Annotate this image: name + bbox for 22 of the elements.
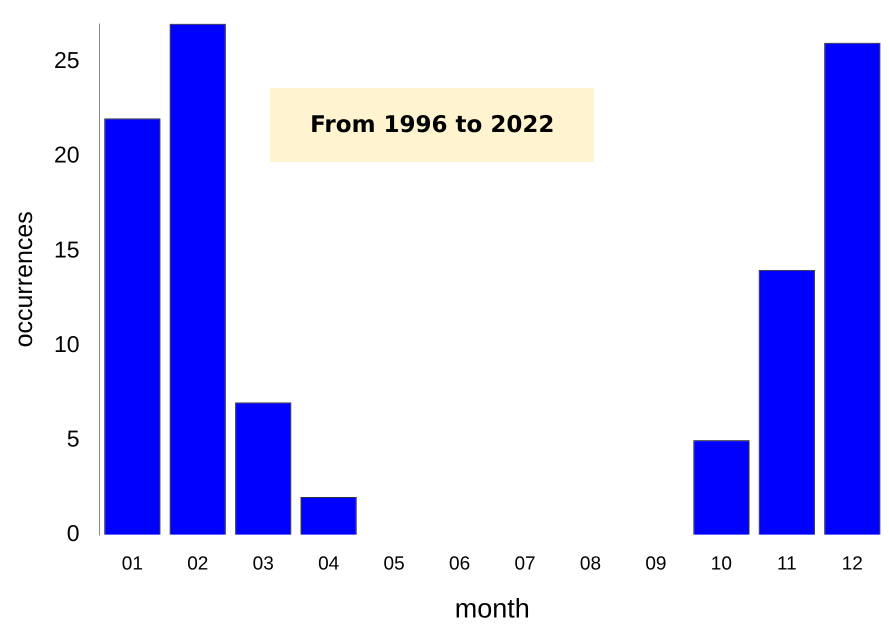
y-tick-label: 20	[54, 142, 80, 168]
x-tick-label: 12	[842, 553, 863, 574]
x-tick-label: 02	[187, 553, 208, 574]
annotation: From 1996 to 2022	[310, 112, 554, 138]
x-tick-label: 04	[318, 553, 340, 574]
y-tick-label: 25	[54, 46, 80, 73]
x-tick-label: 01	[122, 553, 143, 574]
x-tick-label: 11	[776, 553, 797, 574]
y-tick-label: 5	[66, 426, 80, 452]
y-tick-label: 15	[54, 236, 80, 262]
y-axis-title: occurrences	[10, 211, 38, 348]
x-tick-label: 10	[710, 553, 732, 574]
y-tick-label: 0	[66, 520, 80, 546]
x-tick-label: 03	[252, 553, 274, 574]
y-tick-label: 10	[54, 330, 80, 357]
x-tick-label: 05	[384, 553, 405, 574]
x-tick-label: 08	[580, 553, 602, 574]
label-box: From 1996 to 2022	[270, 88, 594, 162]
x-axis-title: month	[454, 593, 530, 624]
x-tick-label: 09	[645, 553, 666, 574]
x-tick-label: 07	[514, 553, 536, 574]
x-tick-label: 06	[448, 553, 470, 574]
